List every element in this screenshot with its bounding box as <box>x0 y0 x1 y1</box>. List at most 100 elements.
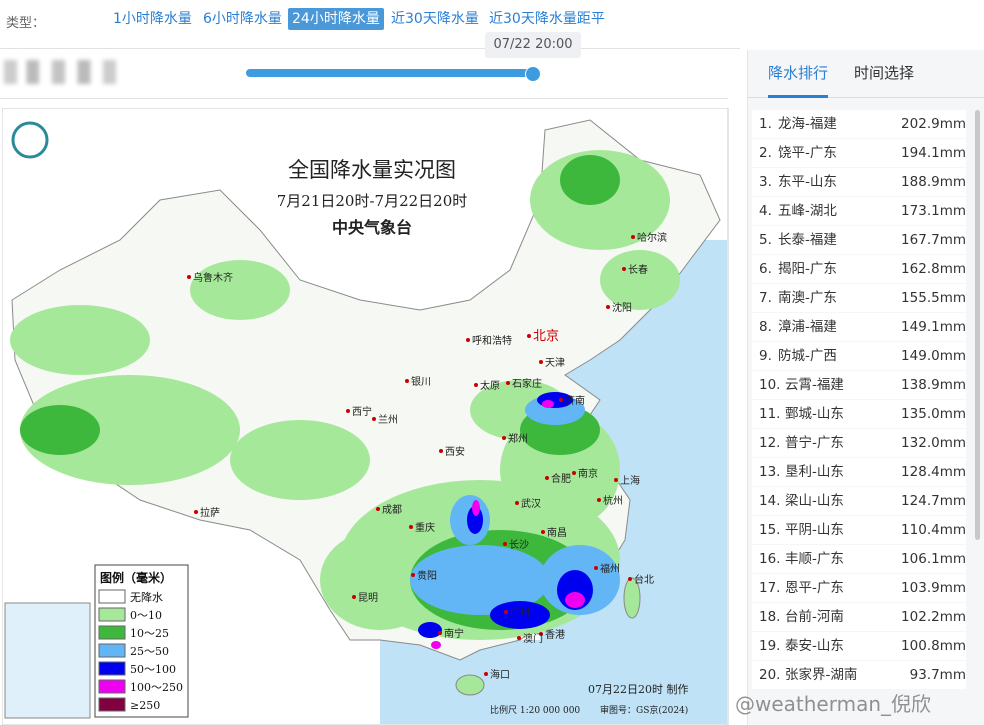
city-label: 台北 <box>634 573 654 586</box>
city-label: 济南 <box>565 394 585 407</box>
city-dot <box>572 471 576 475</box>
ranking-row[interactable]: 12. 普宁-广东 132.0mm <box>752 429 966 457</box>
city-label: 昆明 <box>358 592 378 604</box>
city-label: 天津 <box>545 357 565 369</box>
city-label: 北京 <box>533 329 559 344</box>
city-dot <box>594 566 598 570</box>
city-label: 兰州 <box>378 413 398 426</box>
scrollbar[interactable] <box>975 110 980 540</box>
type-tab[interactable]: 1小时降水量 <box>113 11 192 27</box>
station-name: 漳浦-福建 <box>778 319 837 335</box>
rank-number: 14. <box>759 493 781 509</box>
ranking-row[interactable]: 19. 泰安-山东 100.8mm <box>752 632 966 660</box>
station-name: 梁山-山东 <box>785 493 844 509</box>
legend-box <box>94 564 189 718</box>
city-dot <box>545 476 549 480</box>
ranking-row[interactable]: 2. 饶平-广东 194.1mm <box>752 139 966 167</box>
city-dot <box>539 360 543 364</box>
rank-number: 6. <box>759 261 772 277</box>
approval-no: 审图号：GS京(2024) <box>600 704 688 716</box>
legend-swatch <box>98 625 126 640</box>
city-label: 武汉 <box>521 497 541 510</box>
legend-swatch <box>98 661 126 676</box>
city-dot <box>503 542 507 546</box>
map-agency: 中央气象台 <box>332 218 412 237</box>
separator <box>0 48 740 49</box>
ranking-row[interactable]: 6. 揭阳-广东 162.8mm <box>752 255 966 283</box>
city-label: 南昌 <box>547 526 567 539</box>
ranking-row[interactable]: 13. 垦利-山东 128.4mm <box>752 458 966 486</box>
ranking-row[interactable]: 17. 恩平-广东 103.9mm <box>752 574 966 602</box>
rank-number: 10. <box>759 377 781 393</box>
city-dot <box>411 573 415 577</box>
ranking-row[interactable]: 8. 漳浦-福建 149.1mm <box>752 313 966 341</box>
blurred-logo <box>4 60 164 84</box>
station-name: 泰安-山东 <box>785 638 844 654</box>
ranking-row[interactable]: 14. 梁山-山东 124.7mm <box>752 487 966 515</box>
city-dot <box>439 449 443 453</box>
panel-tab[interactable]: 时间选择 <box>854 64 915 82</box>
ranking-row[interactable]: 5. 长泰-福建 167.7mm <box>752 226 966 254</box>
rank-number: 1. <box>759 116 772 132</box>
station-name: 云霄-福建 <box>785 377 844 393</box>
type-tab[interactable]: 6小时降水量 <box>203 11 282 27</box>
type-tab[interactable]: 近30天降水量距平 <box>489 11 605 27</box>
station-name: 台前-河南 <box>785 609 844 625</box>
cma-logo <box>11 121 49 159</box>
rank-number: 18. <box>759 609 781 625</box>
city-label: 乌鲁木齐 <box>193 271 233 284</box>
made-time: 07月22日20时 制作 <box>588 683 689 696</box>
station-name: 揭阳-广东 <box>778 261 837 277</box>
station-name: 恩平-广东 <box>785 580 844 596</box>
legend-label: 10～25 <box>130 627 169 640</box>
type-tab[interactable]: 近30天降水量 <box>391 11 479 27</box>
city-label: 石家庄 <box>512 377 542 390</box>
city-dot <box>372 417 376 421</box>
ranking-row[interactable]: 10. 云霄-福建 138.9mm <box>752 371 966 399</box>
station-name: 垦利-山东 <box>785 464 844 480</box>
legend-label: 25～50 <box>130 645 169 658</box>
city-label: 长沙 <box>509 539 529 551</box>
city-label: 南京 <box>578 467 598 480</box>
ranking-row[interactable]: 11. 鄄城-山东 135.0mm <box>752 400 966 428</box>
city-label: 海口 <box>490 668 510 681</box>
watermark: @weatherman_倪欣 <box>735 692 932 716</box>
city-dot <box>541 530 545 534</box>
map-subtitle: 7月21日20时-7月22日20时 <box>277 192 468 210</box>
city-label: 澳门 <box>523 632 543 645</box>
city-dot <box>502 436 506 440</box>
rain-amount: 149.1mm <box>901 319 966 335</box>
rain-amount: 155.5mm <box>901 290 966 306</box>
ranking-row[interactable]: 7. 南澳-广东 155.5mm <box>752 284 966 312</box>
ranking-row[interactable]: 20. 张家界-湖南 93.7mm <box>752 661 966 689</box>
legend-label: ≥250 <box>130 699 160 712</box>
type-tab[interactable]: 24小时降水量 <box>288 8 384 30</box>
ranking-row[interactable]: 9. 防城-广西 149.0mm <box>752 342 966 370</box>
city-label: 成都 <box>382 504 402 516</box>
panel-tab[interactable]: 降水排行 <box>768 62 829 98</box>
rain-amount: 188.9mm <box>901 174 966 190</box>
rain-amount: 138.9mm <box>901 377 966 393</box>
ranking-row[interactable]: 1. 龙海-福建 202.9mm <box>752 110 966 138</box>
ranking-row[interactable]: 15. 平阴-山东 110.4mm <box>752 516 966 544</box>
city-dot <box>474 383 478 387</box>
city-label: 呼和浩特 <box>472 335 512 347</box>
rain-map: 全国降水量实况图 7月21日20时-7月22日20时 中央气象台 哈尔滨长春沈阳… <box>2 108 729 725</box>
city-dot <box>606 305 610 309</box>
city-label: 银川 <box>411 375 431 388</box>
ranking-row[interactable]: 3. 东平-山东 188.9mm <box>752 168 966 196</box>
slider-thumb[interactable] <box>525 66 541 82</box>
ranking-row[interactable]: 16. 丰顺-广东 106.1mm <box>752 545 966 573</box>
legend-swatch <box>98 643 126 658</box>
rain-amount: 135.0mm <box>901 406 966 422</box>
rank-number: 5. <box>759 232 772 248</box>
type-label: 类型： <box>6 16 46 31</box>
map-title: 全国降水量实况图 <box>288 158 456 182</box>
rank-number: 9. <box>759 348 772 364</box>
slider-track[interactable] <box>246 69 534 77</box>
rain-amount: 194.1mm <box>901 145 966 161</box>
ranking-row[interactable]: 18. 台前-河南 102.2mm <box>752 603 966 631</box>
ranking-row[interactable]: 4. 五峰-湖北 173.1mm <box>752 197 966 225</box>
rank-number: 11. <box>759 406 781 422</box>
